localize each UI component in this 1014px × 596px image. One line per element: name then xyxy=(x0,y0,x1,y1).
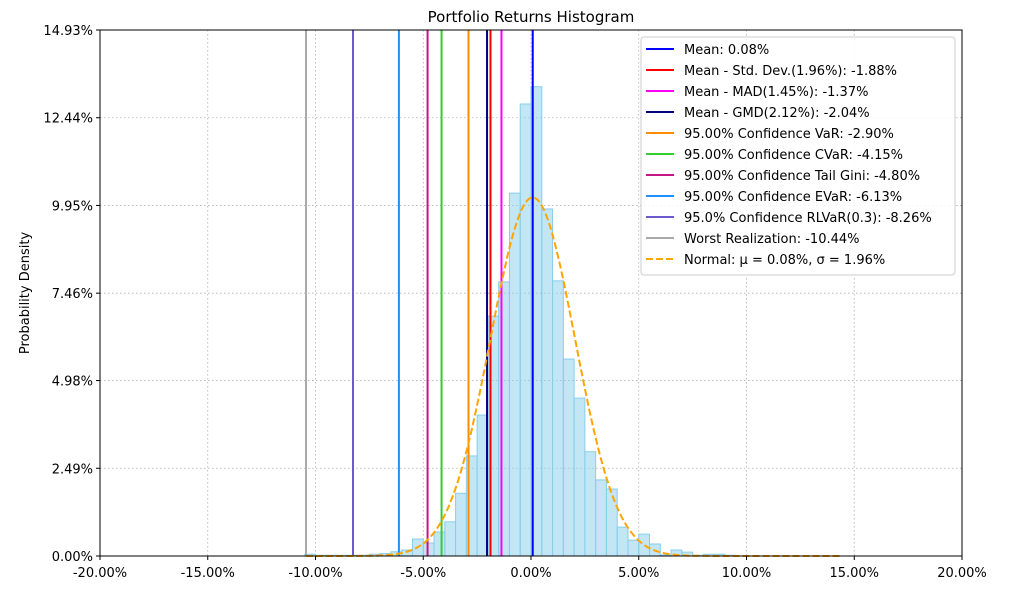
legend-label: 95.00% Confidence VaR: -2.90% xyxy=(684,127,894,142)
histogram-bar xyxy=(562,358,575,557)
histogram-bar xyxy=(627,539,640,557)
x-tick-label: 0.00% xyxy=(510,566,551,581)
legend-box xyxy=(640,36,956,276)
x-tick-label: -15.00% xyxy=(181,566,235,581)
legend-label: 95.00% Confidence CVaR: -4.15% xyxy=(684,148,903,163)
x-tick-label: -5.00% xyxy=(400,566,446,581)
y-tick-label: 2.49% xyxy=(52,462,93,477)
histogram-bar xyxy=(616,526,629,557)
normal-curve xyxy=(306,196,842,557)
legend-label: Worst Realization: -10.44% xyxy=(684,232,860,247)
y-tick-label: 14.93% xyxy=(43,24,93,39)
histogram-bar xyxy=(444,521,457,557)
y-tick-label: 9.95% xyxy=(52,199,93,214)
normal-curve-line xyxy=(306,196,842,557)
y-tick-label: 7.46% xyxy=(52,287,93,302)
histogram-bar xyxy=(541,208,554,557)
histogram-bar xyxy=(508,192,521,557)
x-tick-label: 15.00% xyxy=(829,566,879,581)
y-axis-label: Probability Density xyxy=(18,232,33,355)
histogram-bar xyxy=(552,280,564,557)
y-tick-label: 4.98% xyxy=(52,375,93,390)
x-tick-label: -20.00% xyxy=(73,566,127,581)
histogram-bar xyxy=(422,542,435,557)
legend-label: 95.0% Confidence RLVaR(0.3): -8.26% xyxy=(684,211,932,226)
histogram-bar xyxy=(638,533,651,557)
histogram-bar xyxy=(433,531,446,557)
x-tick-label: 10.00% xyxy=(722,566,772,581)
y-tick-label: 0.00% xyxy=(52,550,93,565)
legend-label: Normal: μ = 0.08%, σ = 1.96% xyxy=(684,253,885,268)
x-tick-label: -10.00% xyxy=(288,566,342,581)
legend-label: Mean - GMD(2.12%): -2.04% xyxy=(684,106,870,121)
axis-ticks: -20.00% -15.00% -10.00% -5.00% 0.00% 5.00% 10.… xyxy=(43,24,986,581)
legend-label: Mean - MAD(1.45%): -1.37% xyxy=(684,85,868,100)
histogram-bar xyxy=(584,451,597,557)
chart-title: Portfolio Returns Histogram xyxy=(428,8,635,26)
legend-label: Mean: 0.08% xyxy=(684,43,769,58)
histogram-bar xyxy=(595,479,607,557)
histogram-bars xyxy=(304,86,737,557)
legend-label: Mean - Std. Dev.(1.96%): -1.88% xyxy=(684,64,897,79)
legend-label: 95.00% Confidence Tail Gini: -4.80% xyxy=(684,169,920,184)
legend-label: 95.00% Confidence EVaR: -6.13% xyxy=(684,190,902,205)
y-tick-label: 12.44% xyxy=(43,112,93,127)
x-tick-label: 20.00% xyxy=(937,566,987,581)
histogram-bar xyxy=(573,397,586,557)
histogram-bar xyxy=(455,492,467,557)
histogram-bar xyxy=(519,103,532,557)
risk-lines xyxy=(305,30,534,556)
x-tick-label: 5.00% xyxy=(618,566,659,581)
histogram-bar xyxy=(498,281,510,557)
histogram-bar xyxy=(605,488,618,557)
legend: Mean: 0.08% Mean - Std. Dev.(1.96%): -1.8… xyxy=(640,36,956,276)
